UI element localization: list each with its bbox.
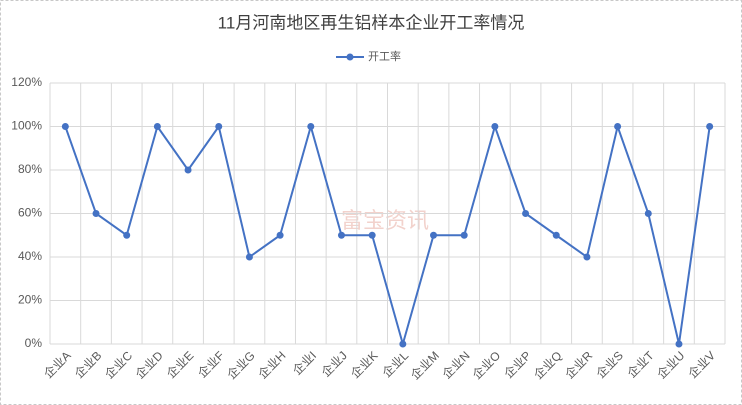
- data-point: [123, 231, 131, 239]
- y-tick-label: 80%: [18, 162, 42, 176]
- chart-title: 11月河南地区再生铝样本企业开工率情况: [218, 13, 525, 32]
- data-point: [245, 253, 253, 261]
- y-tick-label: 20%: [18, 293, 42, 307]
- data-point: [522, 210, 530, 217]
- y-tick-label: 120%: [11, 75, 42, 89]
- data-point: [399, 340, 407, 348]
- data-point: [276, 231, 284, 239]
- data-point: [184, 166, 192, 174]
- data-point: [644, 210, 652, 217]
- data-point: [430, 231, 438, 239]
- legend-label: 开工率: [368, 49, 401, 63]
- data-point: [337, 231, 345, 239]
- data-point: [675, 340, 683, 348]
- data-point: [307, 123, 315, 130]
- data-point: [215, 123, 223, 130]
- data-point: [92, 210, 100, 217]
- series-line: [64, 122, 711, 348]
- data-point: [491, 123, 499, 130]
- watermark: 富宝资讯: [341, 208, 429, 233]
- y-tick-label: 40%: [18, 249, 42, 263]
- data-point: [614, 123, 622, 130]
- legend-marker: [346, 53, 354, 61]
- data-point: [552, 231, 560, 239]
- data-point: [61, 123, 69, 130]
- data-point: [706, 123, 714, 130]
- data-point: [153, 123, 161, 130]
- y-tick-label: 100%: [11, 119, 42, 133]
- y-tick-label: 0%: [25, 336, 43, 350]
- data-point: [583, 253, 591, 261]
- data-point: [368, 231, 376, 239]
- data-point: [460, 231, 468, 239]
- y-tick-label: 60%: [18, 206, 42, 220]
